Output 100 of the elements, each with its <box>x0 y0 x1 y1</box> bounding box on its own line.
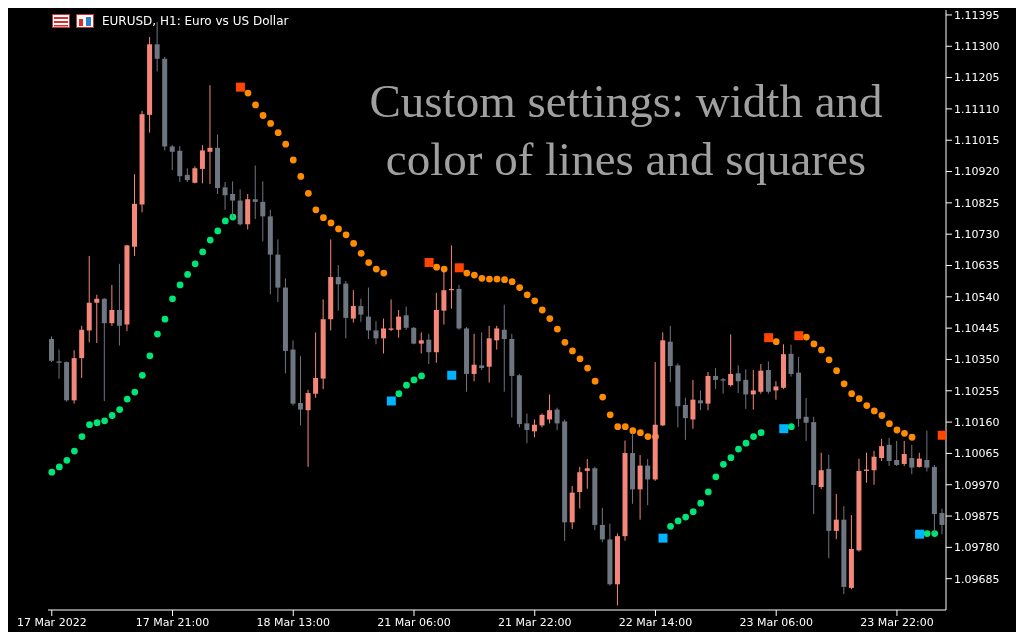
point <box>418 372 425 380</box>
candlestick <box>479 331 485 371</box>
candlestick <box>418 331 424 355</box>
candlestick <box>773 380 779 401</box>
candlestick <box>765 360 771 395</box>
candlestick <box>818 452 824 490</box>
point <box>395 390 403 398</box>
point <box>206 236 214 244</box>
point <box>93 419 101 427</box>
candlestick <box>313 331 319 399</box>
point <box>712 473 720 481</box>
point <box>667 522 674 530</box>
point <box>937 430 946 440</box>
y-tick-label: 1.10160 <box>954 415 1000 429</box>
y-tick-label: 1.11110 <box>954 102 1000 116</box>
candlestick <box>894 440 900 467</box>
point <box>154 330 161 338</box>
candlestick <box>403 306 409 331</box>
y-tick-label: 1.10445 <box>954 322 1000 336</box>
candlestick <box>222 181 228 211</box>
point <box>138 371 146 379</box>
candlestick <box>599 507 605 543</box>
text: Custom settings: width and color of lines and squares <box>368 74 884 187</box>
point <box>63 456 71 464</box>
y-tick-label: 1.10635 <box>954 259 1000 273</box>
point <box>682 513 690 521</box>
point <box>735 445 742 453</box>
candlestick <box>584 458 590 490</box>
candlestick <box>49 335 54 363</box>
candlestick <box>116 263 122 347</box>
x-tick-label: 18 Mar 13:00 <box>256 615 330 629</box>
point <box>779 424 789 434</box>
candlestick <box>924 430 930 473</box>
point <box>454 263 464 273</box>
candlestick <box>909 444 915 475</box>
candlestick <box>645 458 651 506</box>
point <box>86 421 93 429</box>
y-tick-label: 1.09970 <box>954 478 1000 492</box>
point <box>123 395 131 403</box>
y-tick-label: 1.11205 <box>954 71 1000 85</box>
chart-subtitle: EURUSD, H1: Euro vs US Dollar <box>102 14 289 28</box>
point <box>169 295 176 303</box>
candlestick <box>690 379 696 430</box>
point <box>161 315 169 323</box>
candlestick <box>154 21 160 72</box>
candlestick <box>758 363 764 395</box>
candlestick <box>682 397 688 441</box>
point <box>658 533 668 543</box>
point <box>403 381 410 389</box>
candlestick <box>199 144 205 184</box>
point <box>915 529 925 539</box>
y-tick-label: 1.11015 <box>954 134 1000 148</box>
candlestick <box>94 294 100 344</box>
candlestick <box>260 180 266 242</box>
point <box>71 447 78 455</box>
y-tick-label: 1.10350 <box>954 353 1000 367</box>
point <box>184 271 191 278</box>
point <box>689 508 697 516</box>
candlestick <box>554 407 560 431</box>
point <box>108 412 116 419</box>
point <box>787 423 795 431</box>
candlestick <box>373 320 379 345</box>
candlestick <box>879 438 885 462</box>
point <box>199 248 207 256</box>
candlestick <box>939 508 945 535</box>
y-tick-label: 1.10825 <box>954 196 1000 210</box>
candlestick <box>735 364 741 394</box>
point <box>697 499 705 507</box>
candlestick <box>396 309 402 339</box>
candlestick <box>335 264 341 312</box>
point <box>704 488 712 496</box>
point <box>794 331 804 341</box>
point <box>424 258 434 268</box>
candlestick <box>871 450 877 486</box>
candlestick <box>728 333 734 387</box>
point <box>410 376 418 384</box>
point <box>48 468 56 476</box>
candlestick <box>577 466 583 509</box>
candlestick <box>901 440 907 467</box>
candlestick <box>365 287 371 340</box>
x-tick-label: 17 Mar 21:00 <box>135 615 210 629</box>
point <box>191 260 199 268</box>
candlestick <box>426 333 432 365</box>
candlestick <box>388 298 394 332</box>
y-tick-label: 1.11300 <box>954 40 1000 54</box>
candlestick <box>350 289 356 324</box>
point <box>386 396 396 406</box>
candlestick <box>637 454 643 521</box>
candlestick <box>237 188 243 227</box>
point <box>176 281 184 289</box>
candlestick <box>547 393 553 424</box>
candlestick <box>720 377 726 395</box>
point <box>78 433 86 440</box>
y-tick-label: 1.09685 <box>954 572 1000 586</box>
candlestick <box>713 367 719 390</box>
candlestick <box>803 397 809 442</box>
y-tick-label: 1.11395 <box>954 8 1000 22</box>
point <box>750 433 757 440</box>
y-tick-label: 1.10065 <box>954 447 1000 461</box>
candlestick <box>788 344 794 378</box>
